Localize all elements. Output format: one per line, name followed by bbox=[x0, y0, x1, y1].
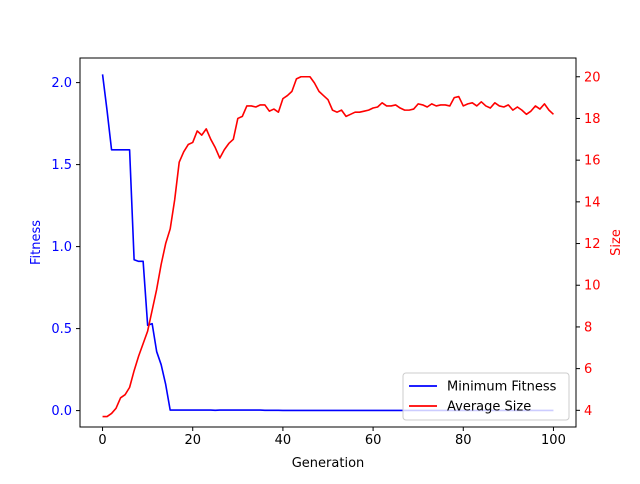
series-line-minimum-fitness bbox=[101, 74, 554, 412]
x-axis: 0 20 40 60 80 100 bbox=[98, 427, 566, 448]
y-left-tick-label: 2.0 bbox=[51, 76, 72, 91]
y-axis-right: 4 6 8 10 12 14 16 18 20 bbox=[576, 70, 601, 419]
x-tick-label: 60 bbox=[365, 433, 382, 448]
y-right-tick-label: 4 bbox=[584, 404, 592, 419]
y-left-tick-label: 0.5 bbox=[51, 322, 72, 337]
plot-series bbox=[101, 74, 554, 418]
y-right-tick-label: 6 bbox=[584, 362, 592, 377]
legend-box bbox=[402, 372, 570, 421]
x-tick-label: 80 bbox=[455, 433, 472, 448]
y-left-tick-label: 1.0 bbox=[51, 240, 72, 255]
plot-frame bbox=[79, 57, 577, 428]
y-right-tick-label: 14 bbox=[584, 195, 601, 210]
series-line-average-size bbox=[102, 75, 554, 418]
y-right-tick-label: 12 bbox=[584, 237, 601, 252]
y-right-tick-label: 16 bbox=[584, 154, 601, 169]
y-right-tick-label: 10 bbox=[584, 279, 601, 294]
legend: Minimum Fitness Average Size bbox=[402, 372, 570, 421]
x-tick-label: 100 bbox=[541, 433, 566, 448]
x-axis-label: Generation bbox=[292, 456, 365, 471]
legend-label-average-size: Average Size bbox=[447, 400, 531, 415]
x-tick-label: 20 bbox=[184, 433, 201, 448]
legend-label-minimum-fitness: Minimum Fitness bbox=[447, 380, 557, 395]
y-axis-left-label: Fitness bbox=[29, 220, 44, 265]
y-right-tick-label: 20 bbox=[584, 70, 601, 85]
y-right-tick-label: 8 bbox=[584, 320, 592, 335]
y-right-tick-label: 18 bbox=[584, 112, 601, 127]
x-tick-label: 40 bbox=[275, 433, 292, 448]
y-axis-right-label: Size bbox=[609, 229, 624, 256]
y-left-tick-label: 1.5 bbox=[51, 158, 72, 173]
y-left-tick-label: 0.0 bbox=[51, 404, 72, 419]
y-axis-left: 0.0 0.5 1.0 1.5 2.0 bbox=[51, 76, 80, 419]
x-tick-label: 0 bbox=[98, 433, 106, 448]
